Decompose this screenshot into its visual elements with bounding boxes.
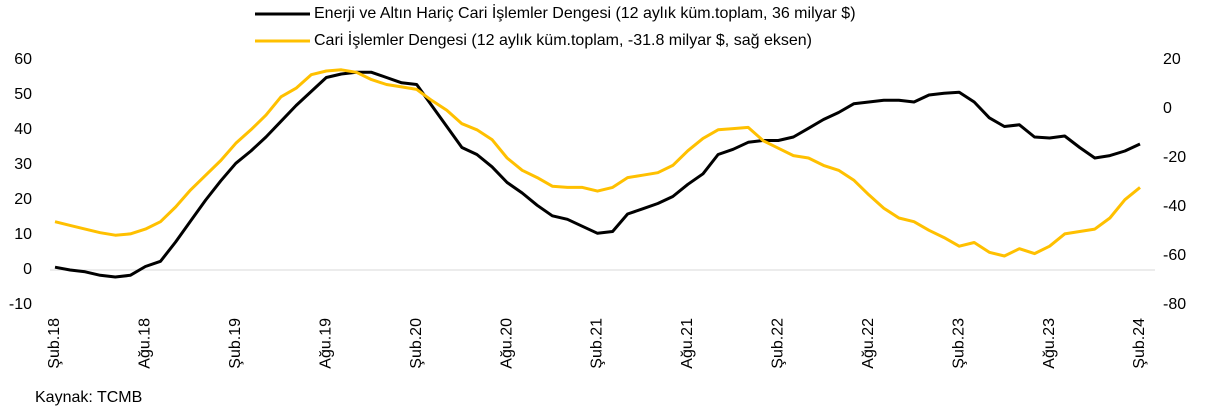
y-tick-label: 20 [14,191,32,208]
y2-tick-label: 0 [1163,100,1172,117]
series-line [54,68,1141,258]
x-tick-label: Ağu.22 [860,318,877,369]
y2-tick-label: -40 [1163,198,1186,215]
series-line [54,70,1141,279]
x-tick-label: Şub.21 [589,318,606,369]
x-tick-label: Ağu.21 [679,318,696,369]
x-tick-label: Ağu.23 [1041,318,1058,369]
y2-tick-label: -60 [1163,247,1186,264]
y-tick-label: 10 [14,226,32,243]
x-tick-label: Ağu.19 [317,318,334,369]
y2-tick-label: 20 [1163,51,1181,68]
legend-label: Enerji ve Altın Hariç Cari İşlemler Deng… [314,3,856,22]
x-tick-label: Şub.20 [408,318,425,369]
y-tick-label: 30 [14,156,32,173]
x-tick-label: Şub.24 [1131,318,1148,369]
y2-tick-label: -80 [1163,296,1186,313]
y-tick-label: -10 [9,296,32,313]
x-tick-label: Ağu.20 [498,318,515,369]
y-tick-label: 0 [23,261,32,278]
x-tick-label: Şub.22 [770,318,787,369]
source: Kaynak: TCMB [35,389,142,406]
y2-tick-label: -20 [1163,149,1186,166]
y-tick-label: 50 [14,86,32,103]
x-tick-label: Ağu.18 [137,318,154,369]
y-tick-label: 60 [14,51,32,68]
x-tick-label: Şub.23 [950,318,967,369]
x-tick-label: Şub.19 [227,318,244,369]
x-tick-label: Şub.18 [46,318,63,369]
legend-label: Cari İşlemler Dengesi (12 aylık küm.topl… [314,30,812,49]
y-tick-label: 40 [14,121,32,138]
